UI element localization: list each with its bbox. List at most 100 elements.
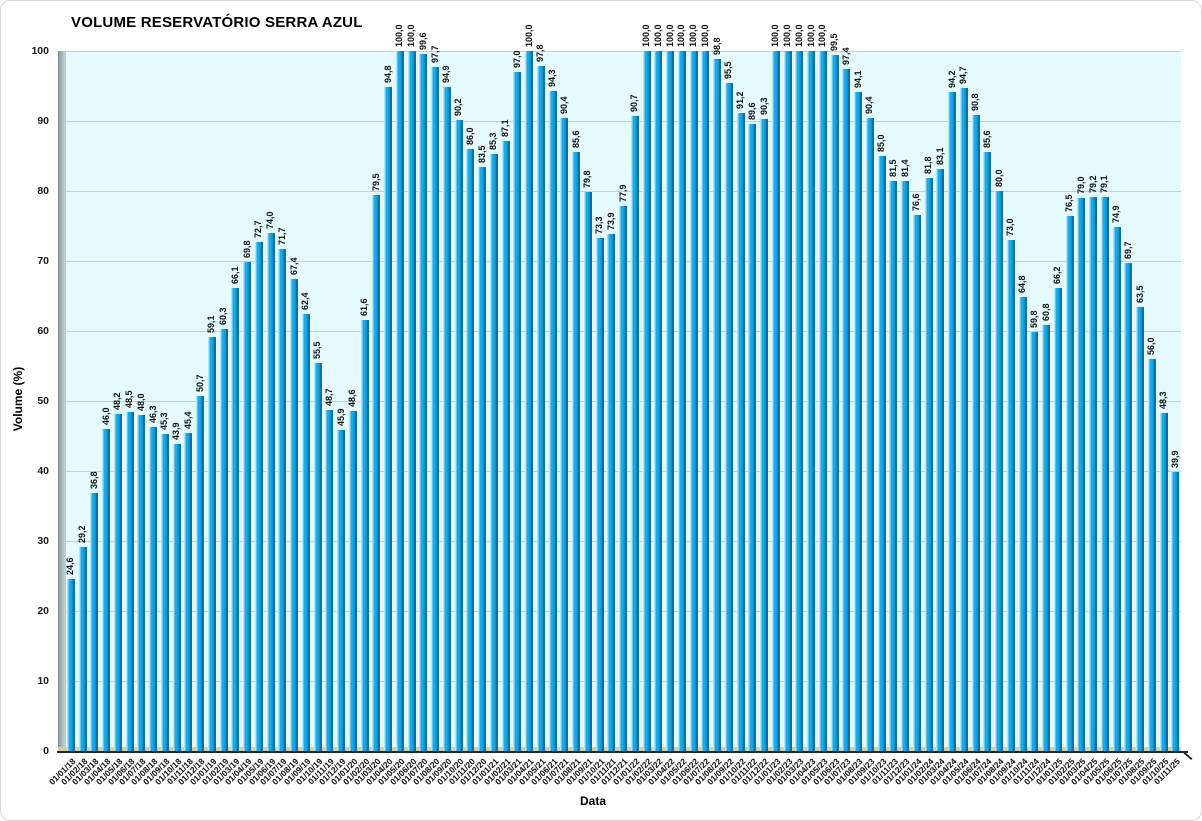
axis-wall [58, 51, 66, 751]
bar-value-label: 64,8 [1017, 275, 1028, 294]
bar-value-label: 90,4 [558, 96, 569, 115]
bar: 94,1 [853, 71, 863, 751]
y-tick-label: 20 [37, 605, 49, 617]
bar-value-label: 94,8 [382, 65, 393, 84]
bar-slot: 61,6 01/02/20 [340, 298, 371, 787]
bar: 24,6 [65, 557, 75, 751]
bar-slot: 81,8 01/02/24 [904, 156, 935, 787]
bar-slot: 73,9 01/11/21 [587, 212, 618, 787]
bar: 48,3 [1158, 391, 1168, 751]
bar: 72,7 [253, 221, 263, 751]
bar-value-label: 71,7 [276, 227, 287, 246]
y-tick-label: 80 [37, 185, 49, 197]
bar-slot: 100,0 01/04/22 [646, 24, 677, 787]
bar-slot: 64,8 01/10/24 [998, 275, 1029, 787]
bar: 73,0 [1005, 218, 1015, 751]
bar-slot: 90,4 01/09/23 [845, 96, 877, 787]
y-tick-label: 70 [37, 255, 49, 267]
bar-slot: 45,4 01/11/18 [164, 411, 195, 787]
bar-slot: 94,8 01/04/20 [364, 65, 395, 787]
bar-value-label: 45,3 [159, 412, 170, 430]
bar: 45,9 [336, 408, 346, 751]
bar-slot: 97,7 01/08/20 [411, 45, 442, 787]
bar-slot: 56,0 01/09/25 [1127, 337, 1159, 787]
bar-slot: 74,0 01/06/19 [246, 211, 277, 787]
bar: 97,8 [535, 45, 545, 751]
gridline [65, 190, 1181, 192]
bar: 45,4 [183, 412, 193, 751]
bar-slot: 95,5 01/09/22 [704, 60, 736, 787]
x-axis-line [57, 751, 1188, 753]
bar-slot: 100,0 01/05/22 [657, 24, 689, 787]
bar-slot: 81,4 01/12/23 [881, 159, 912, 787]
bar: 45,3 [159, 412, 169, 751]
bar: 81,5 [888, 159, 898, 751]
bar: 80,0 [994, 169, 1004, 751]
bar-value-label: 100,0 [699, 24, 710, 47]
y-tick-label: 10 [37, 675, 49, 687]
bar: 74,0 [265, 211, 275, 751]
bar: 48,5 [124, 390, 134, 751]
bar-value-label: 72,7 [253, 220, 264, 239]
bar-slot: 45,9 01/12/19 [317, 408, 348, 787]
bar-slot: 100,0 01/01/23 [751, 24, 783, 787]
bar-value-label: 100,0 [805, 24, 816, 47]
bar-value-label: 74,9 [1111, 205, 1122, 223]
bar-slot: 72,7 01/05/19 [234, 220, 266, 787]
bar-slot: 100,0 01/03/22 [634, 24, 665, 787]
bar: 81,8 [923, 157, 933, 751]
bar: 98,8 [712, 38, 722, 751]
bar: 48,0 [136, 393, 146, 751]
bar: 94,8 [383, 66, 393, 751]
bar-slot: 66,1 01/03/19 [211, 266, 242, 787]
bar: 43,9 [171, 422, 181, 751]
bar-slot: 59,1 01/01/19 [187, 315, 219, 787]
bar-value-label: 100,0 [406, 24, 417, 47]
bar: 97,4 [841, 48, 851, 751]
bar-value-label: 48,5 [124, 389, 135, 408]
bar-value-label: 91,2 [735, 91, 746, 109]
bar-slot: 74,9 01/06/25 [1092, 205, 1123, 787]
bar-value-label: 94,2 [946, 70, 957, 88]
bar-slot: 100,0 01/05/20 [375, 24, 407, 787]
bar-value-label: 81,8 [923, 156, 934, 175]
bar-slot: 90,2 01/10/20 [434, 98, 465, 787]
bar-slot: 80,0 01/08/24 [975, 169, 1006, 787]
bar-value-label: 87,1 [500, 119, 511, 138]
bar-value-label: 80,0 [993, 169, 1004, 187]
bar-slot: 100,0 01/02/23 [763, 24, 794, 787]
bar: 73,3 [594, 216, 604, 751]
bar: 100,0 [770, 24, 780, 751]
bar: 90,2 [453, 98, 463, 751]
bar-value-label: 48,2 [112, 392, 123, 410]
bar-slot: 55,5 01/10/19 [293, 340, 324, 787]
bar-slot: 79,5 01/03/20 [352, 172, 383, 787]
plot-area: 24,6 01/01/18 29,2 01/02/18 36,8 01/03/18 46,0… [47, 24, 1193, 787]
bar-slot: 85,3 01/01/21 [469, 132, 501, 787]
y-tick-label: 60 [37, 325, 49, 337]
bar: 100,0 [676, 24, 686, 751]
bar-slot: 94,7 01/05/24 [939, 66, 971, 787]
bar-slot: 48,6 01/01/20 [328, 389, 360, 787]
bar-slot: 94,1 01/08/23 [834, 70, 865, 787]
bar: 71,7 [277, 228, 287, 751]
bar-value-label: 85,6 [981, 130, 992, 148]
bar-slot: 86,0 01/11/20 [446, 127, 477, 787]
bar-value-label: 62,4 [300, 292, 311, 311]
bar: 60,8 [1041, 304, 1051, 751]
bar: 48,7 [324, 389, 334, 751]
bar-slot: 79,2 01/04/25 [1069, 175, 1100, 787]
bar-value-label: 45,9 [335, 408, 346, 426]
bar: 100,0 [794, 24, 804, 751]
bar: 100,0 [782, 24, 792, 751]
bar-slot: 69,8 01/04/19 [223, 240, 254, 787]
bar-value-label: 97,7 [429, 45, 440, 64]
bar-slot: 48,2 01/05/18 [93, 392, 125, 787]
bar-slot: 79,0 01/03/25 [1057, 176, 1088, 787]
bar-value-label: 100,0 [523, 24, 534, 47]
bar: 94,9 [441, 65, 451, 751]
bar-slot: 90,7 01/01/22 [610, 94, 642, 787]
bar-value-label: 100,0 [641, 24, 652, 47]
bar: 56,0 [1146, 337, 1156, 751]
